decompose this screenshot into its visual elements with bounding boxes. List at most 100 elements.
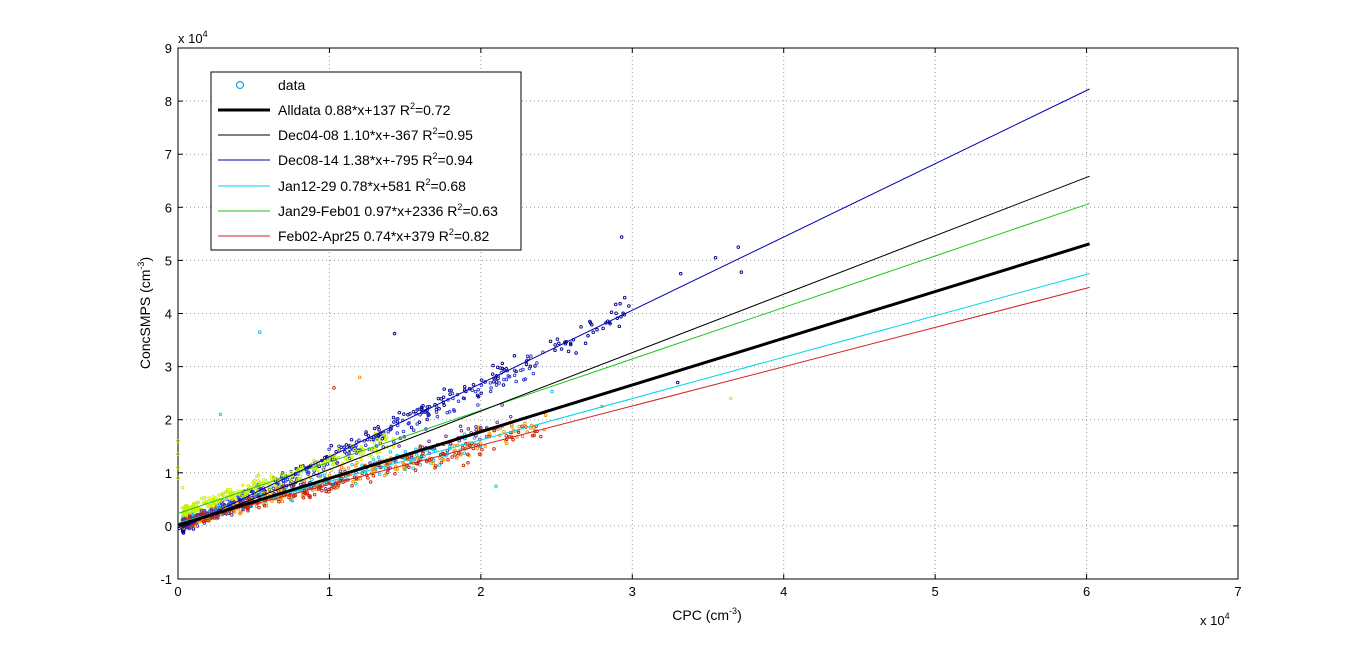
data-point (415, 461, 420, 466)
data-point (322, 467, 326, 471)
data-point (411, 466, 415, 470)
y-tick-label: 6 (165, 200, 172, 215)
data-point (483, 444, 487, 449)
data-point (402, 465, 406, 470)
data-point (492, 380, 496, 384)
data-point (269, 474, 274, 478)
data-point (280, 499, 285, 504)
data-point (459, 451, 463, 456)
data-point (350, 455, 354, 460)
data-point (495, 420, 499, 425)
data-point (209, 507, 214, 512)
data-point (444, 434, 448, 439)
fit-line-dec08-14 (177, 88, 1090, 531)
legend-label-feb02-apr25: Feb02-Apr25 0.74*x+379 R2=0.82 (278, 227, 489, 244)
data-point (519, 368, 523, 373)
data-point (417, 407, 421, 412)
data-point (588, 319, 592, 324)
data-point (425, 417, 429, 422)
data-point (241, 507, 245, 511)
y-axis-multiplier: x 104 (178, 29, 208, 46)
data-point (290, 498, 295, 503)
data-point (214, 496, 218, 500)
data-point (459, 428, 464, 433)
data-point (450, 391, 455, 396)
x-tick-label: 0 (174, 584, 181, 599)
data-point (251, 480, 255, 484)
data-point (194, 513, 199, 518)
data-point (354, 481, 358, 486)
data-point (473, 389, 478, 394)
data-point (411, 409, 416, 414)
data-point (579, 325, 583, 329)
data-point (446, 458, 450, 462)
data-point (505, 368, 510, 373)
data-point (450, 455, 454, 459)
data-point (609, 310, 614, 314)
data-point (456, 399, 461, 403)
data-point (377, 438, 382, 443)
data-point (327, 473, 332, 478)
data-point (227, 496, 232, 501)
data-point (255, 474, 259, 478)
data-point (535, 361, 539, 365)
data-point (383, 473, 387, 478)
data-point (375, 450, 380, 455)
data-point (613, 302, 618, 307)
data-point (376, 425, 380, 429)
data-point (406, 413, 410, 417)
data-point (401, 461, 405, 466)
data-point (357, 438, 361, 442)
data-point (434, 464, 438, 468)
data-point (557, 341, 561, 346)
data-point (364, 430, 368, 434)
data-point (287, 495, 291, 500)
data-point (355, 460, 359, 465)
data-point (199, 509, 204, 513)
x-axis-multiplier: x 104 (1200, 611, 1230, 628)
data-point (296, 467, 300, 472)
y-tick-label: 4 (165, 307, 172, 322)
data-point (462, 396, 467, 401)
fit-line-alldata (177, 242, 1091, 527)
data-point (622, 295, 627, 300)
data-point (200, 496, 204, 501)
data-point (559, 347, 564, 351)
data-point (331, 462, 335, 467)
data-point (502, 429, 506, 434)
legend-label-dec04-08: Dec04-08 1.10*x+-367 R2=0.95 (278, 126, 473, 143)
data-point (350, 484, 354, 488)
data-point (284, 479, 288, 483)
y-tick-label: 5 (165, 253, 172, 268)
data-point (337, 444, 341, 449)
data-point (437, 463, 442, 467)
data-point (352, 447, 357, 452)
data-point (310, 477, 314, 482)
data-point (239, 510, 243, 514)
data-point (507, 375, 512, 379)
data-point (531, 371, 536, 376)
data-point (504, 377, 509, 382)
data-point (447, 410, 452, 414)
data-point (272, 476, 277, 480)
data-point (217, 493, 221, 497)
data-point (335, 461, 339, 465)
data-point (181, 531, 186, 535)
data-point (728, 396, 733, 401)
data-point (342, 467, 346, 471)
data-point (213, 505, 218, 509)
data-point (371, 457, 376, 462)
data-point (425, 459, 429, 464)
data-point (568, 342, 573, 347)
data-point (586, 334, 590, 338)
data-point (713, 255, 718, 260)
data-point (195, 508, 199, 513)
data-point (409, 425, 414, 430)
data-point (312, 458, 316, 463)
data-point (271, 486, 276, 491)
data-point (411, 428, 416, 432)
data-point (512, 373, 517, 378)
data-point (269, 478, 274, 482)
x-tick-label: 4 (780, 584, 787, 599)
data-point (617, 324, 622, 329)
